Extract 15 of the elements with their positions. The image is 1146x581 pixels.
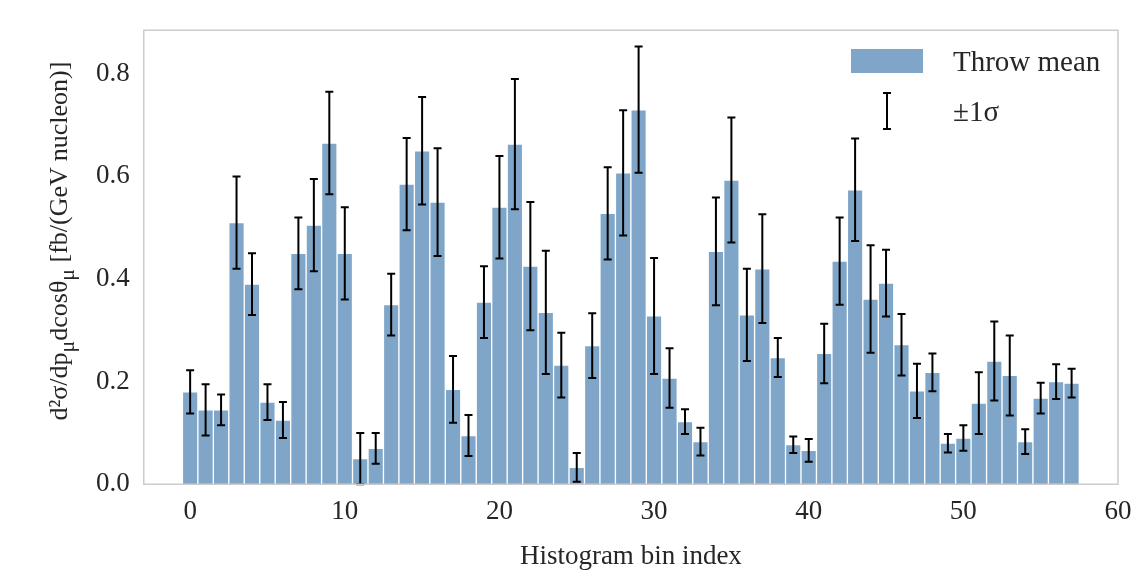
x-tick-label: 50 xyxy=(949,495,977,526)
annotation: ±1σ xyxy=(953,94,1000,128)
y-tick-label: 0.0 xyxy=(96,467,130,498)
x-tick-label: 0 xyxy=(183,495,197,526)
x-tick-label: 60 xyxy=(1104,495,1132,526)
x-tick-label: 20 xyxy=(485,495,513,526)
x-tick-label: 40 xyxy=(795,495,823,526)
y-tick-label: 0.6 xyxy=(96,159,130,190)
legend-label: Throw mean xyxy=(953,44,1101,78)
y-tick-label: 0.8 xyxy=(96,56,130,87)
x-tick-label: 10 xyxy=(331,495,359,526)
x-axis-title: Histogram bin index xyxy=(519,539,743,570)
y-tick-label: 0.2 xyxy=(96,364,130,395)
y-tick-label: 0.4 xyxy=(96,262,131,293)
x-tick-label: 30 xyxy=(640,495,668,526)
